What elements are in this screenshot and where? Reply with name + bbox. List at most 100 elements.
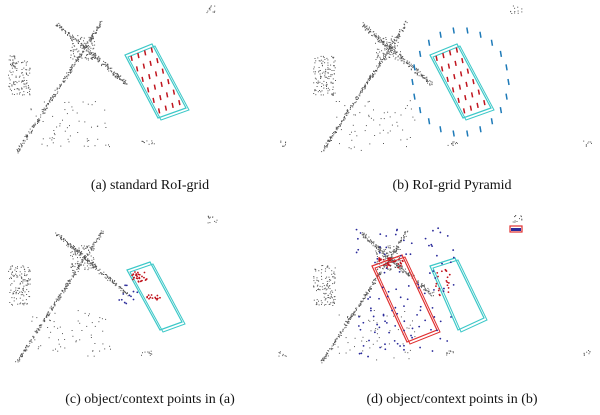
grid-point [142, 77, 143, 82]
point [386, 265, 387, 266]
point [357, 99, 358, 100]
grid-point [472, 92, 473, 97]
point [332, 348, 333, 349]
point [384, 49, 385, 50]
point [81, 56, 82, 57]
object-point [448, 282, 450, 284]
point [376, 52, 377, 53]
point [375, 35, 376, 36]
point [388, 255, 389, 256]
point [321, 272, 322, 273]
point [393, 246, 394, 247]
point [395, 59, 396, 60]
context-point [431, 245, 433, 247]
point [72, 256, 73, 257]
point [65, 240, 66, 241]
point [48, 315, 49, 316]
point [331, 297, 332, 298]
point [26, 350, 27, 351]
point [326, 293, 327, 294]
point [89, 40, 90, 41]
point [397, 253, 398, 254]
point [23, 140, 24, 141]
point [77, 257, 78, 258]
point [59, 84, 60, 85]
point [99, 25, 100, 26]
point [81, 264, 82, 265]
page: RoI-grid figure html, body { margin: 0; … [0, 0, 600, 415]
point [378, 35, 379, 36]
point [91, 256, 92, 257]
point [383, 42, 384, 43]
point [100, 26, 101, 27]
point [29, 270, 30, 271]
object-point [156, 295, 158, 297]
point [28, 284, 29, 285]
point [324, 297, 325, 298]
point [351, 316, 352, 317]
point [356, 99, 357, 100]
point [21, 82, 22, 83]
point [60, 27, 61, 28]
point [59, 295, 60, 296]
point [27, 137, 28, 138]
point [23, 303, 24, 304]
point [323, 56, 324, 57]
object-point [139, 277, 141, 279]
point [83, 51, 84, 52]
point [319, 82, 320, 83]
point [62, 290, 63, 291]
point [400, 242, 401, 243]
point [26, 62, 27, 63]
point [389, 47, 390, 48]
point [330, 302, 331, 303]
object-point [135, 274, 137, 276]
point [409, 275, 410, 276]
point [34, 125, 35, 126]
point [88, 58, 89, 59]
point [79, 57, 80, 58]
point [399, 31, 400, 32]
point [370, 29, 371, 30]
point [377, 39, 378, 40]
point [318, 81, 319, 82]
point [366, 26, 367, 27]
point [72, 47, 73, 48]
context-point [420, 306, 422, 308]
point [375, 330, 376, 331]
point [335, 80, 336, 81]
point [327, 147, 328, 148]
point [92, 244, 93, 245]
point [583, 141, 584, 142]
point [90, 48, 91, 49]
point [116, 77, 117, 78]
point [362, 92, 363, 93]
point [400, 240, 401, 241]
point [323, 88, 324, 89]
point [315, 271, 316, 272]
point [332, 297, 333, 298]
point [346, 337, 347, 338]
bounding-box-inner [375, 257, 440, 344]
point [125, 292, 126, 293]
point [384, 54, 385, 55]
point [72, 264, 73, 265]
point [330, 280, 331, 281]
context-point [124, 284, 126, 286]
object-point [144, 272, 146, 274]
point [210, 217, 211, 218]
point [383, 56, 384, 57]
point [79, 255, 80, 256]
point [87, 254, 88, 255]
point [152, 142, 153, 143]
point [13, 293, 14, 294]
point [21, 291, 22, 292]
point [320, 76, 321, 77]
point [318, 289, 319, 290]
point [27, 274, 28, 275]
point [44, 320, 45, 321]
point [17, 276, 18, 277]
point [84, 269, 85, 270]
point [378, 37, 379, 38]
point [369, 116, 370, 117]
